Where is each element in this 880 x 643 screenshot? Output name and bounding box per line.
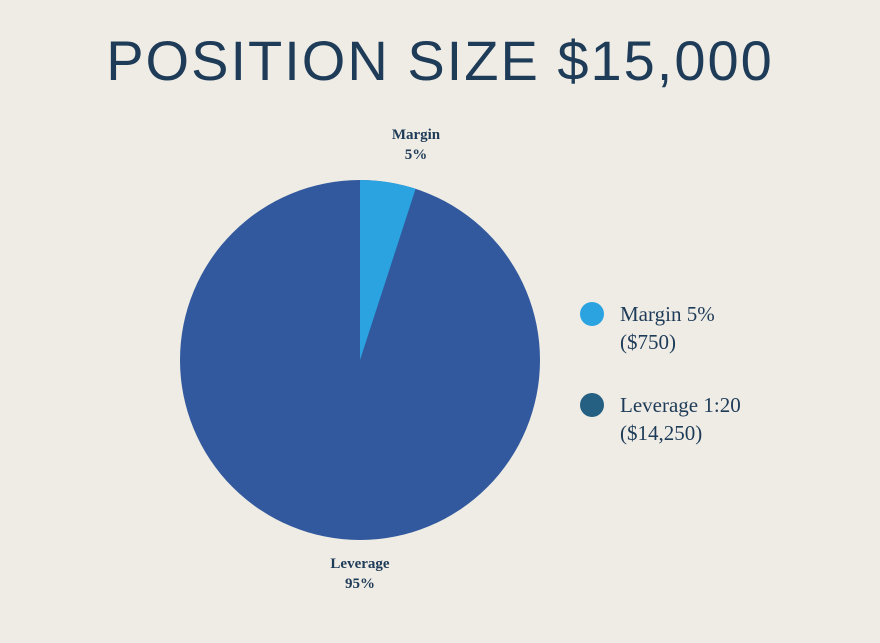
legend: Margin 5% ($750) Leverage 1:20 ($14,250)	[580, 300, 840, 481]
slice-label-leverage: Leverage 95%	[280, 555, 440, 594]
legend-swatch-leverage	[580, 393, 604, 417]
legend-item-leverage: Leverage 1:20 ($14,250)	[580, 391, 840, 448]
pie-svg	[180, 180, 540, 540]
legend-item-margin: Margin 5% ($750)	[580, 300, 840, 357]
slice-label-margin-pct: 5%	[405, 147, 428, 163]
legend-line2: ($750)	[620, 330, 676, 354]
slice-label-margin-name: Margin	[392, 127, 440, 143]
legend-line2: ($14,250)	[620, 421, 702, 445]
pie-chart: Margin 5% Leverage 95%	[180, 180, 540, 540]
slice-label-leverage-pct: 95%	[345, 576, 375, 592]
legend-text-leverage: Leverage 1:20 ($14,250)	[620, 391, 741, 448]
legend-line1: Leverage 1:20	[620, 393, 741, 417]
slice-label-leverage-name: Leverage	[330, 556, 389, 572]
legend-swatch-margin	[580, 302, 604, 326]
slice-label-margin: Margin 5%	[346, 126, 486, 165]
legend-text-margin: Margin 5% ($750)	[620, 300, 715, 357]
legend-line1: Margin 5%	[620, 302, 715, 326]
chart-title: Position size $15,000	[0, 28, 880, 93]
